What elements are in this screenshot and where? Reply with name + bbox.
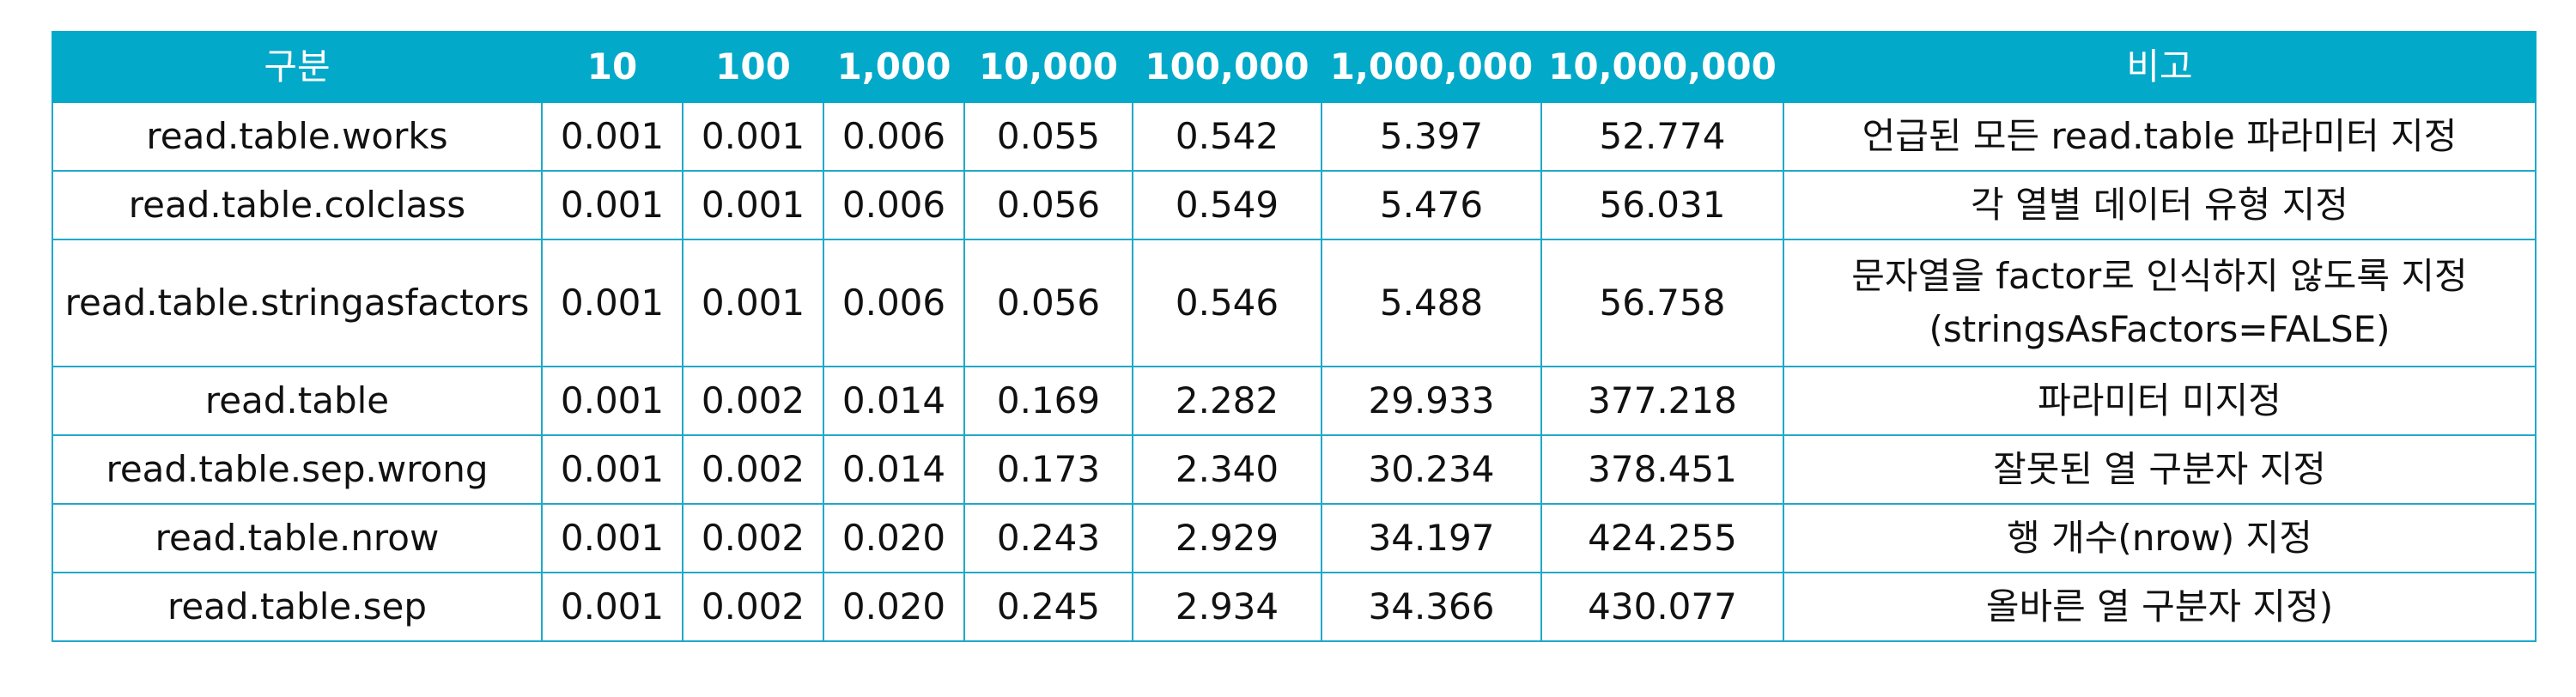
row-timing-value: 0.001 xyxy=(541,434,683,505)
row-timing-value: 5.397 xyxy=(1321,101,1542,172)
row-timing-value: 0.002 xyxy=(682,434,824,505)
row-timing-value: 0.001 xyxy=(682,239,824,367)
row-timing-value: 34.366 xyxy=(1321,572,1542,642)
header-size-7: 10,000,000 xyxy=(1540,31,1784,103)
remark-line: 파라미터 미지정 xyxy=(2038,379,2281,421)
row-timing-value: 0.001 xyxy=(541,239,683,367)
row-timing-value: 0.056 xyxy=(963,170,1133,240)
benchmark-table: 구분 10 100 1,000 10,000 100,000 1,000,000 10,000… xyxy=(52,31,2537,642)
row-remark: 문자열을 factor로 인식하지 않도록 지정 (stringsAsFactor… xyxy=(1783,239,2537,367)
table-body: read.table.works 0.001 0.001 0.006 0.055 0.54… xyxy=(52,101,2537,642)
header-size-6: 1,000,000 xyxy=(1321,31,1542,103)
header-size-3: 1,000 xyxy=(823,31,965,103)
row-timing-value: 0.001 xyxy=(682,170,824,240)
row-timing-value: 0.173 xyxy=(963,434,1133,505)
benchmark-table-container: 구분 10 100 1,000 10,000 100,000 1,000,000 10,000… xyxy=(52,31,2537,642)
row-method-name: read.table.stringasfactors xyxy=(52,239,543,367)
row-remark: 올바른 열 구분자 지정) xyxy=(1783,572,2537,642)
row-timing-value: 0.549 xyxy=(1132,170,1322,240)
row-timing-value: 0.001 xyxy=(541,170,683,240)
row-timing-value: 34.197 xyxy=(1321,503,1542,573)
row-timing-value: 424.255 xyxy=(1540,503,1784,573)
row-timing-value: 0.002 xyxy=(682,503,824,573)
remark-line: (stringsAsFactors=FALSE) xyxy=(1929,308,2391,350)
row-timing-value: 0.055 xyxy=(963,101,1133,172)
row-timing-value: 0.020 xyxy=(823,572,965,642)
row-timing-value: 0.006 xyxy=(823,101,965,172)
row-timing-value: 52.774 xyxy=(1540,101,1784,172)
row-method-name: read.table.nrow xyxy=(52,503,543,573)
header-row: 구분 10 100 1,000 10,000 100,000 1,000,000 10,000… xyxy=(52,31,2537,103)
row-timing-value: 0.001 xyxy=(541,572,683,642)
row-timing-value: 378.451 xyxy=(1540,434,1784,505)
row-timing-value: 5.476 xyxy=(1321,170,1542,240)
row-remark: 행 개수(nrow) 지정 xyxy=(1783,503,2537,573)
row-timing-value: 0.002 xyxy=(682,366,824,436)
row-method-name: read.table.works xyxy=(52,101,543,172)
row-timing-value: 2.934 xyxy=(1132,572,1322,642)
row-timing-value: 0.243 xyxy=(963,503,1133,573)
row-timing-value: 56.758 xyxy=(1540,239,1784,367)
header-size-1: 10 xyxy=(541,31,683,103)
row-timing-value: 0.056 xyxy=(963,239,1133,367)
row-timing-value: 430.077 xyxy=(1540,572,1784,642)
row-timing-value: 0.001 xyxy=(541,101,683,172)
header-size-5: 100,000 xyxy=(1132,31,1322,103)
row-timing-value: 0.006 xyxy=(823,170,965,240)
header-size-2: 100 xyxy=(682,31,824,103)
row-timing-value: 0.002 xyxy=(682,572,824,642)
row-timing-value: 0.542 xyxy=(1132,101,1322,172)
row-method-name: read.table xyxy=(52,366,543,436)
header-size-4: 10,000 xyxy=(963,31,1133,103)
row-timing-value: 0.546 xyxy=(1132,239,1322,367)
row-remark: 잘못된 열 구분자 지정 xyxy=(1783,434,2537,505)
remark-line: 행 개수(nrow) 지정 xyxy=(2007,517,2312,559)
row-timing-value: 2.340 xyxy=(1132,434,1322,505)
row-timing-value: 0.020 xyxy=(823,503,965,573)
row-timing-value: 0.245 xyxy=(963,572,1133,642)
row-timing-value: 2.929 xyxy=(1132,503,1322,573)
table-row: read.table.works 0.001 0.001 0.006 0.055 0.54… xyxy=(52,101,2537,172)
table-row: read.table.stringasfactors 0.001 0.001 0.00… xyxy=(52,239,2537,367)
table-row: read.table.sep.wrong 0.001 0.002 0.014 0.173… xyxy=(52,434,2537,505)
row-timing-value: 56.031 xyxy=(1540,170,1784,240)
table-row: read.table.sep 0.001 0.002 0.020 0.245 2.934 3… xyxy=(52,572,2537,642)
row-timing-value: 29.933 xyxy=(1321,366,1542,436)
remark-line: 문자열을 factor로 인식하지 않도록 지정 xyxy=(1851,255,2468,297)
row-method-name: read.table.sep xyxy=(52,572,543,642)
row-remark: 각 열별 데이터 유형 지정 xyxy=(1783,170,2537,240)
row-timing-value: 30.234 xyxy=(1321,434,1542,505)
table-row: read.table.colclass 0.001 0.001 0.006 0.056 0… xyxy=(52,170,2537,240)
row-timing-value: 0.014 xyxy=(823,434,965,505)
table-row: read.table.nrow 0.001 0.002 0.020 0.243 2.929… xyxy=(52,503,2537,573)
row-timing-value: 0.001 xyxy=(541,366,683,436)
row-timing-value: 5.488 xyxy=(1321,239,1542,367)
header-category: 구분 xyxy=(52,31,543,103)
remark-line: 각 열별 데이터 유형 지정 xyxy=(1971,184,2348,226)
row-remark: 언급된 모든 read.table 파라미터 지정 xyxy=(1783,101,2537,172)
header-remarks: 비고 xyxy=(1783,31,2537,103)
row-timing-value: 0.169 xyxy=(963,366,1133,436)
row-timing-value: 0.014 xyxy=(823,366,965,436)
row-timing-value: 0.006 xyxy=(823,239,965,367)
row-timing-value: 0.001 xyxy=(682,101,824,172)
row-timing-value: 0.001 xyxy=(541,503,683,573)
remark-line: 올바른 열 구분자 지정) xyxy=(1985,585,2334,627)
row-method-name: read.table.sep.wrong xyxy=(52,434,543,505)
table-row: read.table 0.001 0.002 0.014 0.169 2.282 29.93… xyxy=(52,366,2537,436)
remark-line: 잘못된 열 구분자 지정 xyxy=(1993,448,2326,490)
remark-line: 언급된 모든 read.table 파라미터 지정 xyxy=(1862,115,2458,157)
row-timing-value: 377.218 xyxy=(1540,366,1784,436)
row-timing-value: 2.282 xyxy=(1132,366,1322,436)
row-method-name: read.table.colclass xyxy=(52,170,543,240)
row-remark: 파라미터 미지정 xyxy=(1783,366,2537,436)
